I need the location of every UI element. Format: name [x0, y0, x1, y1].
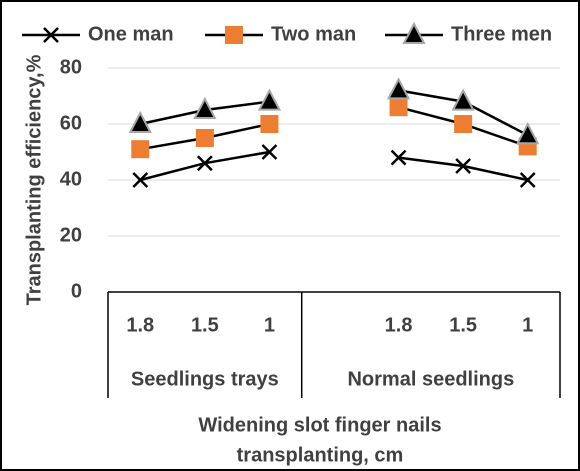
x-tick-label: 1 — [522, 314, 533, 336]
marker — [455, 158, 472, 174]
y-axis-title: Transplanting efficiency,% — [23, 54, 45, 305]
x-tick-label: 1.5 — [191, 314, 219, 336]
legend-label: Three men — [451, 23, 552, 45]
marker — [195, 129, 214, 147]
marker — [451, 88, 475, 111]
marker — [519, 172, 536, 188]
x-tick-label: 1.8 — [385, 314, 413, 336]
marker — [128, 110, 152, 133]
marker — [454, 115, 473, 133]
marker — [257, 88, 282, 111]
legend-marker — [402, 21, 426, 44]
x-axis-title: Widening slot finger nails — [198, 414, 441, 436]
group-label: Normal seedlings — [347, 368, 514, 390]
marker — [386, 77, 411, 100]
x-tick-label: 1.8 — [126, 314, 154, 336]
x-axis-title: transplanting, cm — [237, 444, 404, 466]
x-tick-label: 1.5 — [449, 314, 477, 336]
marker — [196, 155, 213, 172]
y-tick-label: 40 — [60, 168, 82, 190]
group-label: Seedlings trays — [131, 368, 279, 390]
marker — [261, 144, 278, 160]
marker — [389, 98, 408, 117]
legend-label: Two man — [271, 23, 356, 45]
marker — [516, 122, 540, 145]
marker — [260, 115, 279, 133]
x-tick-label: 1 — [264, 314, 275, 336]
y-tick-label: 20 — [60, 224, 82, 246]
marker — [132, 172, 149, 188]
y-tick-label: 0 — [71, 280, 82, 302]
marker — [193, 96, 217, 119]
marker — [131, 140, 150, 159]
legend-label: One man — [88, 23, 174, 45]
legend-marker — [225, 26, 243, 44]
y-tick-label: 80 — [60, 56, 82, 78]
marker — [390, 149, 407, 166]
legend-marker — [43, 27, 59, 43]
y-tick-label: 60 — [60, 112, 82, 134]
